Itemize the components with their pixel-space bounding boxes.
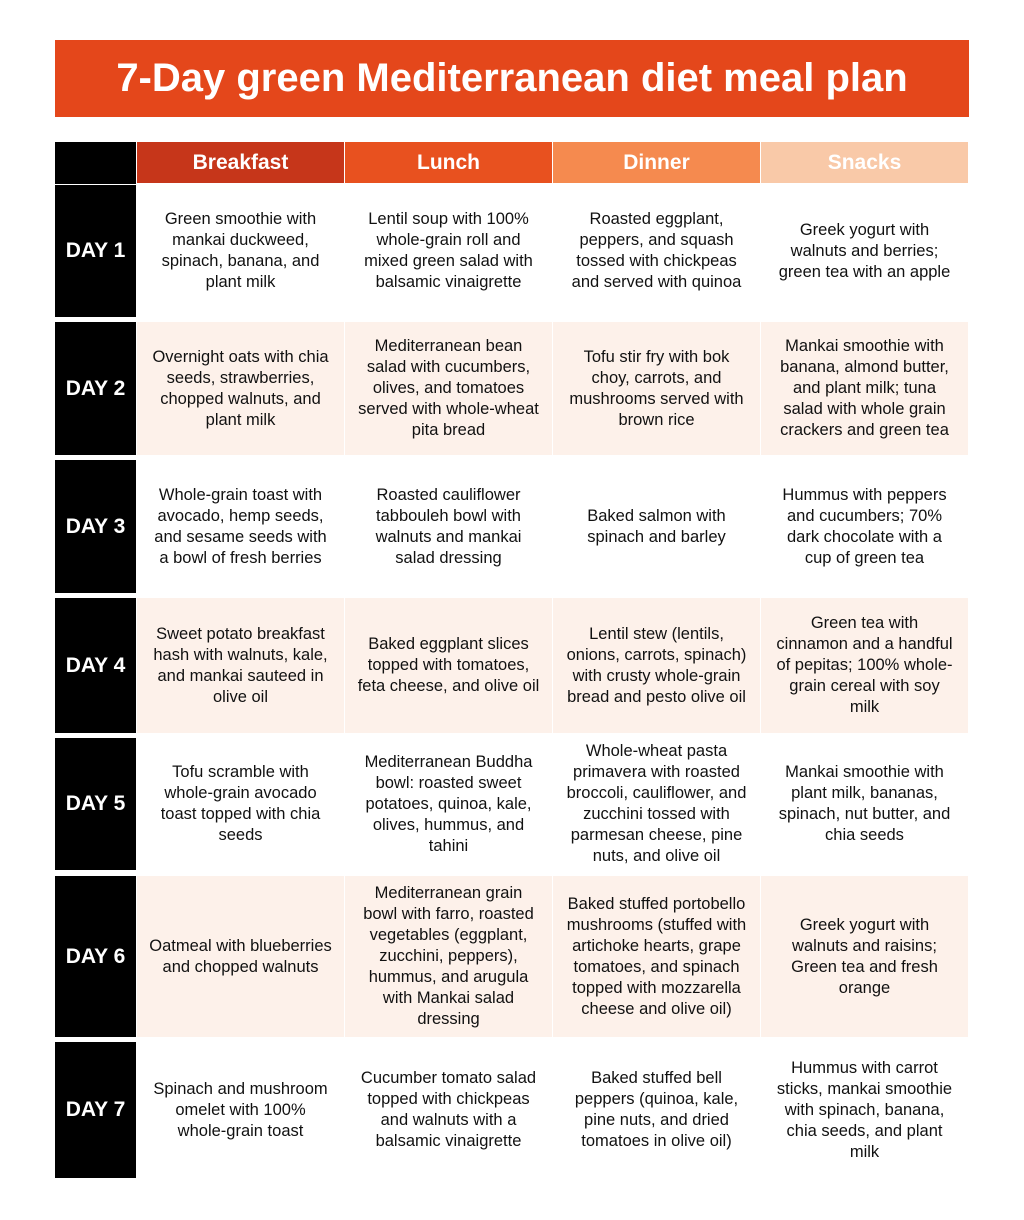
- meal-cell: Lentil stew (lentils, onions, carrots, s…: [553, 598, 760, 733]
- meal-cell: Whole-wheat pasta primavera with roasted…: [553, 738, 760, 870]
- meal-cell: Greek yogurt with walnuts and berries; g…: [761, 185, 968, 317]
- meal-cell: Baked stuffed bell peppers (quinoa, kale…: [553, 1042, 760, 1178]
- meal-cell: Sweet potato breakfast hash with walnuts…: [137, 598, 344, 733]
- day-label: DAY 1: [55, 185, 136, 317]
- header-corner: [55, 142, 136, 184]
- meal-cell: Cucumber tomato salad topped with chickp…: [345, 1042, 552, 1178]
- meal-cell: Roasted cauliflower tabbouleh bowl with …: [345, 460, 552, 593]
- meal-cell: Baked salmon with spinach and barley: [553, 460, 760, 593]
- meal-cell: Overnight oats with chia seeds, strawber…: [137, 322, 344, 455]
- day-label: DAY 2: [55, 322, 136, 455]
- meal-cell: Mankai smoothie with banana, almond butt…: [761, 322, 968, 455]
- meal-cell: Tofu stir fry with bok choy, carrots, an…: [553, 322, 760, 455]
- meal-cell: Baked stuffed portobello mushrooms (stuf…: [553, 876, 760, 1037]
- meal-cell: Lentil soup with 100% whole-grain roll a…: [345, 185, 552, 317]
- page-title: 7-Day green Mediterranean diet meal plan: [55, 40, 969, 117]
- column-header: Snacks: [761, 142, 968, 183]
- column-header: Breakfast: [137, 142, 344, 183]
- meal-cell: Green smoothie with mankai duckweed, spi…: [137, 185, 344, 317]
- meal-cell: Mediterranean grain bowl with farro, roa…: [345, 876, 552, 1037]
- day-label: DAY 3: [55, 460, 136, 593]
- meal-cell: Tofu scramble with whole-grain avocado t…: [137, 738, 344, 870]
- column-header: Lunch: [345, 142, 552, 183]
- meal-cell: Hummus with carrot sticks, mankai smooth…: [761, 1042, 968, 1178]
- meal-cell: Mediterranean bean salad with cucumbers,…: [345, 322, 552, 455]
- meal-cell: Green tea with cinnamon and a handful of…: [761, 598, 968, 733]
- day-label: DAY 4: [55, 598, 136, 733]
- meal-cell: Spinach and mushroom omelet with 100% wh…: [137, 1042, 344, 1178]
- meal-cell: Baked eggplant slices topped with tomato…: [345, 598, 552, 733]
- meal-cell: Greek yogurt with walnuts and raisins; G…: [761, 876, 968, 1037]
- meal-cell: Oatmeal with blueberries and chopped wal…: [137, 876, 344, 1037]
- meal-cell: Hummus with peppers and cucumbers; 70% d…: [761, 460, 968, 593]
- meal-cell: Whole-grain toast with avocado, hemp see…: [137, 460, 344, 593]
- day-label: DAY 5: [55, 738, 136, 870]
- day-label: DAY 7: [55, 1042, 136, 1178]
- column-header: Dinner: [553, 142, 760, 183]
- day-label: DAY 6: [55, 876, 136, 1037]
- meal-cell: Mediterranean Buddha bowl: roasted sweet…: [345, 738, 552, 870]
- meal-cell: Mankai smoothie with plant milk, bananas…: [761, 738, 968, 870]
- meal-cell: Roasted eggplant, peppers, and squash to…: [553, 185, 760, 317]
